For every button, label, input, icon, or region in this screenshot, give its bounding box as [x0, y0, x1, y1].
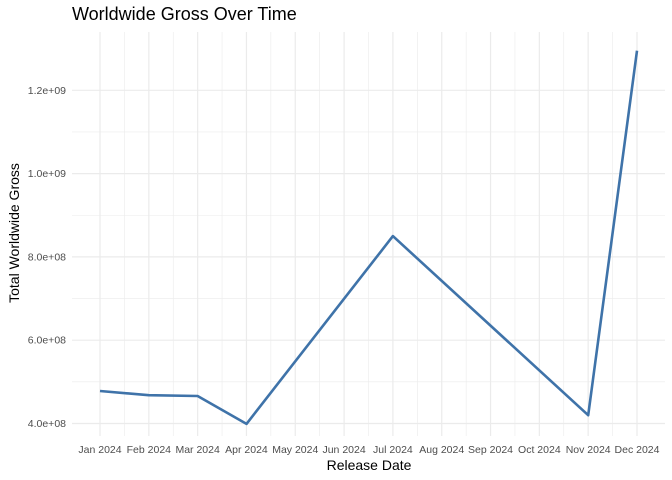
y-axis-tick-labels: 4.0e+08 6.0e+08 8.0e+08 1.0e+09 1.2e+09: [28, 85, 66, 430]
x-tick-label: Dec 2024: [615, 444, 660, 456]
x-tick-label: Jan 2024: [78, 444, 121, 456]
x-axis-tick-labels: Jan 2024 Feb 2024 Mar 2024 Apr 2024 May 2024…: [78, 444, 659, 456]
x-tick-label: Oct 2024: [518, 444, 561, 456]
chart-title: Worldwide Gross Over Time: [72, 4, 297, 24]
series-group: [99, 50, 639, 426]
x-tick-label: Sep 2024: [468, 444, 513, 456]
y-tick-label: 1.2e+09: [28, 85, 66, 97]
x-tick-label: Nov 2024: [566, 444, 611, 456]
x-tick-label: May 2024: [272, 444, 318, 456]
y-tick-label: 4.0e+08: [28, 418, 66, 430]
y-axis-title: Total Worldwide Gross: [6, 163, 22, 303]
x-tick-label: Feb 2024: [127, 444, 172, 456]
x-axis-title: Release Date: [327, 457, 412, 473]
y-tick-label: 1.0e+09: [28, 168, 66, 180]
minor-gridlines: [72, 32, 665, 436]
y-tick-label: 6.0e+08: [28, 335, 66, 347]
x-tick-label: Jul 2024: [373, 444, 413, 456]
x-tick-label: Aug 2024: [419, 444, 464, 456]
x-tick-label: Apr 2024: [225, 444, 268, 456]
series-line: [99, 50, 639, 426]
y-tick-label: 8.0e+08: [28, 251, 66, 263]
x-tick-label: Mar 2024: [175, 444, 220, 456]
x-tick-label: Jun 2024: [322, 444, 365, 456]
major-gridlines: [72, 32, 665, 436]
